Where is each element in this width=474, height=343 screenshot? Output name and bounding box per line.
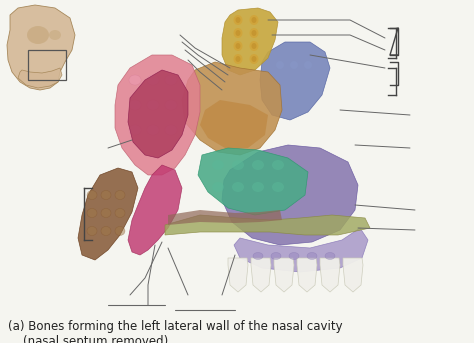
Ellipse shape <box>27 26 49 44</box>
Polygon shape <box>260 42 330 120</box>
Ellipse shape <box>87 190 97 200</box>
Ellipse shape <box>115 226 125 236</box>
Ellipse shape <box>232 160 244 170</box>
Polygon shape <box>274 258 294 292</box>
Ellipse shape <box>253 252 263 260</box>
Polygon shape <box>320 258 340 292</box>
Ellipse shape <box>87 226 97 236</box>
Ellipse shape <box>252 43 256 49</box>
Ellipse shape <box>212 182 224 192</box>
Ellipse shape <box>271 252 281 260</box>
Polygon shape <box>18 68 62 88</box>
Polygon shape <box>343 258 363 292</box>
Polygon shape <box>182 62 282 155</box>
Polygon shape <box>115 55 200 175</box>
Ellipse shape <box>147 75 159 85</box>
Ellipse shape <box>272 182 284 192</box>
Polygon shape <box>222 8 278 75</box>
Ellipse shape <box>101 190 111 200</box>
Ellipse shape <box>249 54 258 64</box>
Ellipse shape <box>115 190 125 200</box>
Ellipse shape <box>304 61 312 69</box>
Ellipse shape <box>236 43 240 49</box>
Polygon shape <box>297 258 317 292</box>
Ellipse shape <box>325 252 335 260</box>
Ellipse shape <box>252 160 264 170</box>
Ellipse shape <box>101 209 111 217</box>
Ellipse shape <box>236 17 240 23</box>
Ellipse shape <box>249 41 258 51</box>
Ellipse shape <box>249 28 258 38</box>
Ellipse shape <box>252 30 256 36</box>
Polygon shape <box>198 148 308 215</box>
Ellipse shape <box>234 28 243 38</box>
Ellipse shape <box>87 209 97 217</box>
Ellipse shape <box>129 125 141 135</box>
Ellipse shape <box>236 30 240 36</box>
Ellipse shape <box>252 17 256 23</box>
Polygon shape <box>165 215 370 235</box>
Ellipse shape <box>249 15 258 25</box>
Ellipse shape <box>234 54 243 64</box>
Polygon shape <box>128 70 188 158</box>
Ellipse shape <box>276 61 284 69</box>
Ellipse shape <box>165 75 177 85</box>
Ellipse shape <box>252 182 264 192</box>
Ellipse shape <box>101 226 111 236</box>
Ellipse shape <box>236 56 240 62</box>
Ellipse shape <box>289 252 299 260</box>
Ellipse shape <box>272 160 284 170</box>
Ellipse shape <box>147 125 159 135</box>
Polygon shape <box>7 5 75 90</box>
Polygon shape <box>234 228 368 272</box>
Ellipse shape <box>212 160 224 170</box>
Polygon shape <box>200 100 268 148</box>
Polygon shape <box>128 165 182 255</box>
Polygon shape <box>251 258 271 292</box>
Ellipse shape <box>290 61 298 69</box>
Ellipse shape <box>147 100 159 110</box>
Ellipse shape <box>232 182 244 192</box>
Ellipse shape <box>234 15 243 25</box>
Ellipse shape <box>234 41 243 51</box>
Ellipse shape <box>165 100 177 110</box>
Polygon shape <box>222 145 358 245</box>
Ellipse shape <box>165 125 177 135</box>
Ellipse shape <box>115 209 125 217</box>
Bar <box>28 50 66 80</box>
Ellipse shape <box>129 100 141 110</box>
Ellipse shape <box>252 56 256 62</box>
Ellipse shape <box>307 252 317 260</box>
Polygon shape <box>168 210 282 225</box>
Ellipse shape <box>129 75 141 85</box>
Ellipse shape <box>49 30 61 40</box>
Polygon shape <box>78 168 138 260</box>
Polygon shape <box>228 258 248 292</box>
Text: (a) Bones forming the left lateral wall of the nasal cavity
    (nasal septum re: (a) Bones forming the left lateral wall … <box>8 320 343 343</box>
